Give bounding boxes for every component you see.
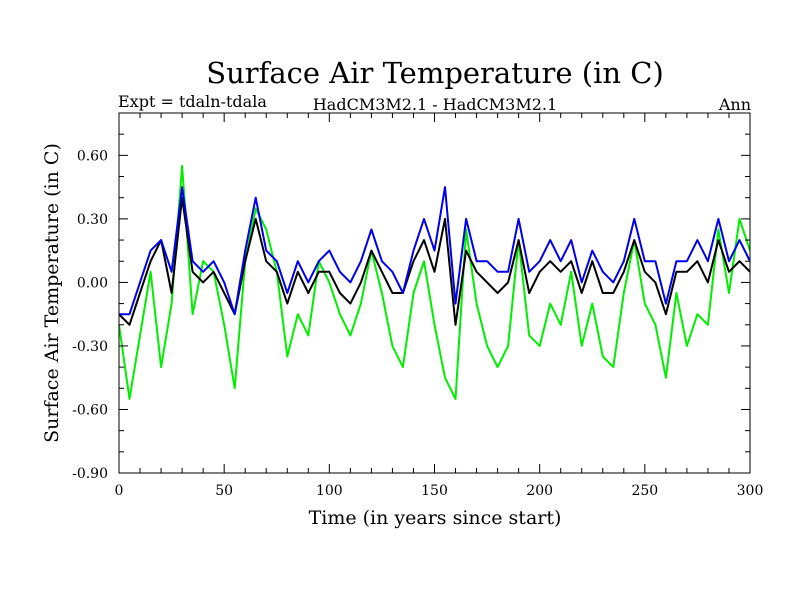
y-tick-label: -0.90 bbox=[72, 466, 108, 482]
series-line-blue bbox=[119, 186, 750, 316]
chart-title: Surface Air Temperature (in C) bbox=[206, 56, 664, 90]
y-tick-label: -0.60 bbox=[72, 402, 108, 418]
x-tick-label: 150 bbox=[421, 483, 448, 499]
x-tick-label: 100 bbox=[316, 483, 343, 499]
model-label: HadCM3M2.1 - HadCM3M2.1 bbox=[313, 95, 557, 114]
period-label: Ann bbox=[718, 95, 751, 114]
ticks-layer: 0 50 100 150 200 250 300 -0.90 -0.60 -0.30 0.00 0.3… bbox=[72, 112, 764, 499]
y-tick-label: 0.60 bbox=[77, 148, 108, 164]
series-line-green bbox=[119, 164, 750, 400]
y-tick-label: 0.30 bbox=[77, 212, 108, 228]
y-tick-label: 0.00 bbox=[77, 275, 108, 291]
series-line-black bbox=[119, 196, 750, 326]
series-layer bbox=[119, 164, 750, 400]
experiment-label: Expt = tdaln-tdala bbox=[118, 92, 267, 111]
x-tick-label: 50 bbox=[215, 483, 233, 499]
x-tick-label: 200 bbox=[526, 483, 553, 499]
x-tick-label: 250 bbox=[631, 483, 658, 499]
y-axis-title: Surface Air Temperature (in C) bbox=[41, 143, 63, 443]
y-tick-label: -0.30 bbox=[72, 339, 108, 355]
x-axis-title: Time (in years since start) bbox=[309, 507, 562, 529]
x-tick-label: 300 bbox=[737, 483, 764, 499]
x-tick-label: 0 bbox=[115, 483, 124, 499]
